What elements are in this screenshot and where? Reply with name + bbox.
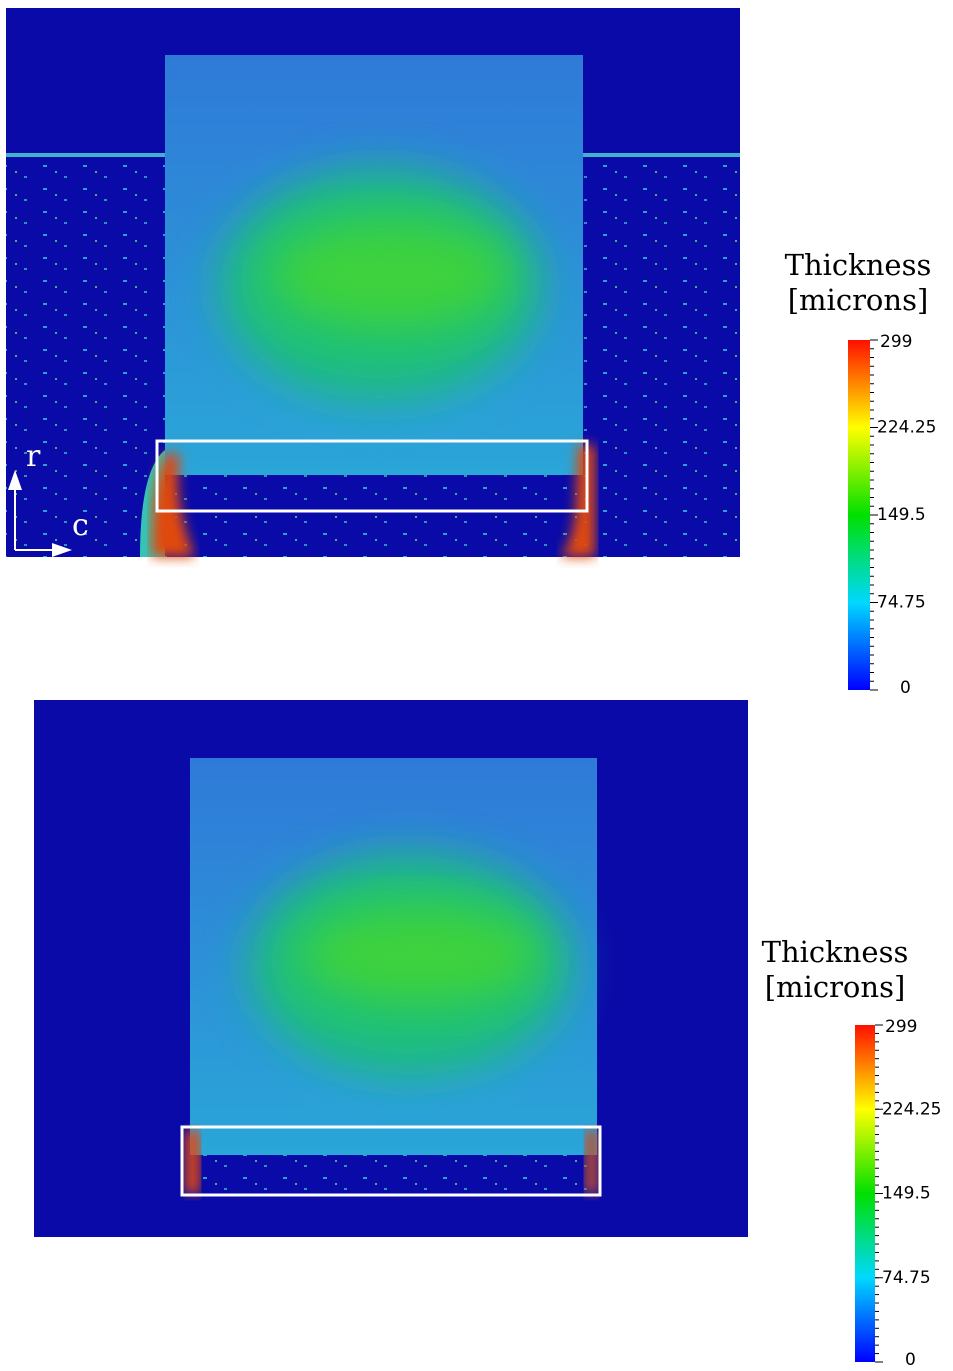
colorbar-gradient — [855, 1025, 875, 1362]
tick-label: 74.75 — [882, 1268, 931, 1288]
tick-label: 149.5 — [877, 505, 926, 525]
tick-label: 224.25 — [877, 418, 936, 438]
tick-label: 149.5 — [882, 1184, 931, 1204]
tick-label: 299 — [880, 332, 912, 352]
colorbar-title: Thickness — [762, 935, 909, 969]
colorbar-title: Thickness — [785, 248, 932, 282]
tick-label: 224.25 — [882, 1099, 941, 1119]
colorbar: Thickness[microns] 0 74.75 149.5 224.25 299 — [785, 248, 937, 698]
colorbar: Thickness[microns] 0 74.75 149.5 224.25 299 — [762, 935, 942, 1370]
colorbar-gradient — [848, 340, 870, 690]
axis-label: c — [72, 508, 89, 543]
tick-label: 0 — [900, 678, 911, 698]
tick-label: 299 — [885, 1017, 917, 1037]
colorbar-unit: [microns] — [788, 283, 929, 317]
colorbar-unit: [microns] — [765, 970, 906, 1004]
tick-label: 74.75 — [877, 593, 926, 613]
tick-label: 0 — [905, 1350, 916, 1370]
thickness-map: r c — [6, 8, 740, 557]
axis-label: r — [26, 439, 41, 474]
thickness-map — [34, 700, 748, 1237]
